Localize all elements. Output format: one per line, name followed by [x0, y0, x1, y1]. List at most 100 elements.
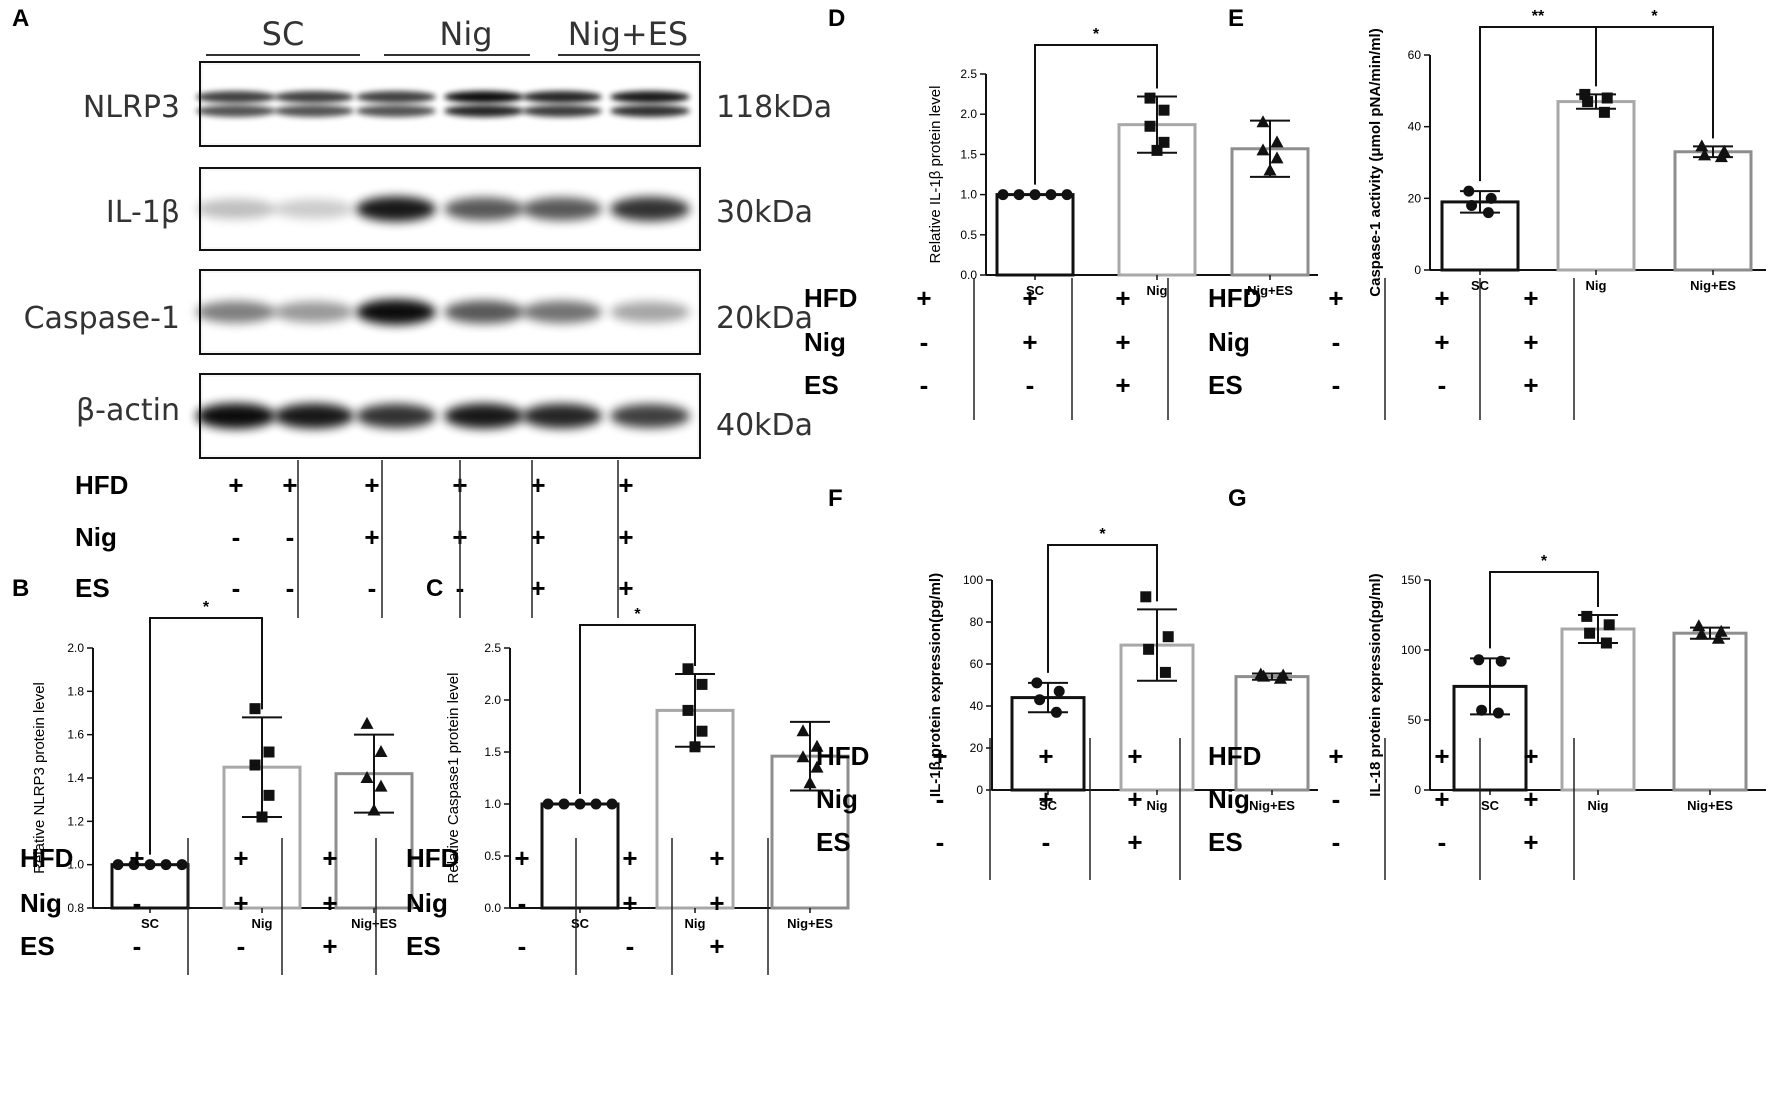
table-symbol: +	[709, 843, 724, 873]
table-symbol: +	[514, 843, 529, 873]
table-symbol: -	[936, 784, 945, 814]
blot-protein-label: Caspase-1	[24, 301, 180, 336]
y-tick-label: 0	[1414, 263, 1421, 277]
data-point	[1031, 677, 1043, 689]
y-tick-label: 2.0	[67, 641, 84, 655]
x-tick-label: Nig+ES	[787, 916, 833, 931]
table-row-label: ES	[804, 370, 839, 400]
blot-band	[522, 197, 602, 221]
treatment-tables: HFDNigES+--++-+++HFDNigES+--++-+++HFDNig…	[20, 278, 1575, 975]
treatment-table-f: HFD Nig ES + - - + + - + + +	[816, 738, 1181, 880]
x-tick-label: Nig+ES	[1247, 283, 1293, 298]
data-point	[1029, 189, 1041, 201]
data-point	[796, 750, 810, 763]
data-point	[803, 776, 817, 789]
data-point	[263, 789, 275, 801]
x-tick-label: Nig	[1588, 798, 1609, 813]
y-tick-label: 1.2	[67, 814, 84, 828]
table-symbol: +	[1115, 283, 1130, 313]
significance-bracket	[1479, 26, 1597, 182]
data-point	[263, 746, 275, 758]
table-row-label: HFD	[816, 741, 869, 771]
blot-table-symbol: +	[530, 573, 545, 603]
y-tick-label: 100	[963, 573, 983, 587]
y-tick-label: 2.5	[960, 67, 977, 81]
significance-label: *	[634, 606, 641, 623]
y-tick-label: 1.8	[67, 684, 84, 698]
data-point	[606, 798, 618, 810]
data-point	[1600, 637, 1612, 649]
bar-sc	[110, 863, 190, 910]
blot-band	[274, 105, 354, 117]
table-row-label: ES	[1208, 827, 1243, 857]
x-tick-label: SC	[1039, 798, 1058, 813]
blot-band	[610, 105, 690, 117]
data-point	[1061, 189, 1073, 201]
y-tick-label: 0.8	[67, 901, 84, 915]
blot-band	[444, 105, 524, 117]
y-tick-label: 1.5	[484, 745, 501, 759]
blot-band	[522, 300, 602, 324]
table-symbol: +	[233, 888, 248, 918]
blot-kda-label: 30kDa	[716, 195, 813, 230]
blot-band	[610, 196, 690, 222]
panel-letter-f: F	[828, 485, 843, 512]
chart-g: 0 50 100 150 IL-18 protein expression(pg/ml)…	[1367, 553, 1766, 813]
treatment-table-e: HFD Nig ES + - - + + - + + +	[1208, 278, 1575, 420]
panel-letter-b: B	[12, 575, 29, 602]
data-point	[558, 798, 570, 810]
data-point	[1158, 136, 1170, 148]
data-point	[1013, 189, 1025, 201]
blot-band	[444, 197, 524, 221]
data-point	[682, 663, 694, 675]
data-point	[1144, 120, 1156, 132]
y-axis-label: Relative IL-1β protein level	[927, 86, 944, 264]
data-point	[1579, 88, 1591, 100]
x-tick-label: Nig	[252, 916, 273, 931]
y-tick-label: 0.0	[960, 268, 977, 282]
y-axis-label: Relative NLRP3 protein level	[31, 682, 48, 874]
blot-group-label: Nig+ES	[568, 15, 688, 53]
bar-nig-es	[1673, 150, 1753, 272]
blot-band	[356, 299, 436, 325]
table-row-label: Nig	[804, 327, 846, 357]
blot-kda-label: 118kDa	[716, 90, 832, 125]
y-tick-label: 40	[1408, 120, 1422, 134]
blot-band	[522, 403, 602, 429]
y-tick-label: 0	[1414, 783, 1421, 797]
blot-band	[274, 301, 354, 323]
x-tick-label: SC	[141, 916, 160, 931]
table-row-label: Nig	[1208, 327, 1250, 357]
y-tick-label: 60	[970, 657, 984, 671]
table-symbol: +	[1127, 741, 1142, 771]
y-tick-label: 2.0	[484, 693, 501, 707]
data-point	[682, 704, 694, 716]
blot-band	[522, 91, 602, 103]
blot-band	[356, 91, 436, 103]
data-point	[1695, 627, 1709, 640]
data-point	[1256, 115, 1270, 128]
panel-letter-d: D	[828, 5, 845, 32]
y-tick-label: 0.5	[960, 228, 977, 242]
table-row-label: Nig	[816, 784, 858, 814]
significance-label: *	[1541, 553, 1548, 570]
table-symbol: -	[1332, 827, 1341, 857]
chart-c: 0.0 0.5 1.0 1.5 2.0 2.5 Relative Caspase1 prot…	[445, 606, 850, 931]
x-tick-label: Nig	[1586, 278, 1607, 293]
y-tick-label: 20	[1408, 191, 1422, 205]
table-row-label: HFD	[804, 283, 857, 313]
chart-b: 0.8 1.0 1.2 1.4 1.6 1.8 2.0 Relative NLRP3 prot…	[31, 599, 420, 931]
table-symbol: +	[1127, 827, 1142, 857]
data-point	[542, 798, 554, 810]
table-symbol: +	[1434, 283, 1449, 313]
blot-band	[610, 301, 690, 323]
blot-band	[522, 105, 602, 117]
table-symbol: -	[1332, 327, 1341, 357]
bar-nig	[1556, 100, 1636, 272]
treatment-table-c: HFD Nig ES + - - + + - + + +	[406, 838, 769, 975]
y-tick-label: 1.0	[484, 797, 501, 811]
table-symbol: -	[133, 931, 142, 961]
blot-table-symbol: -	[286, 522, 295, 552]
x-tick-label: SC	[1481, 798, 1500, 813]
